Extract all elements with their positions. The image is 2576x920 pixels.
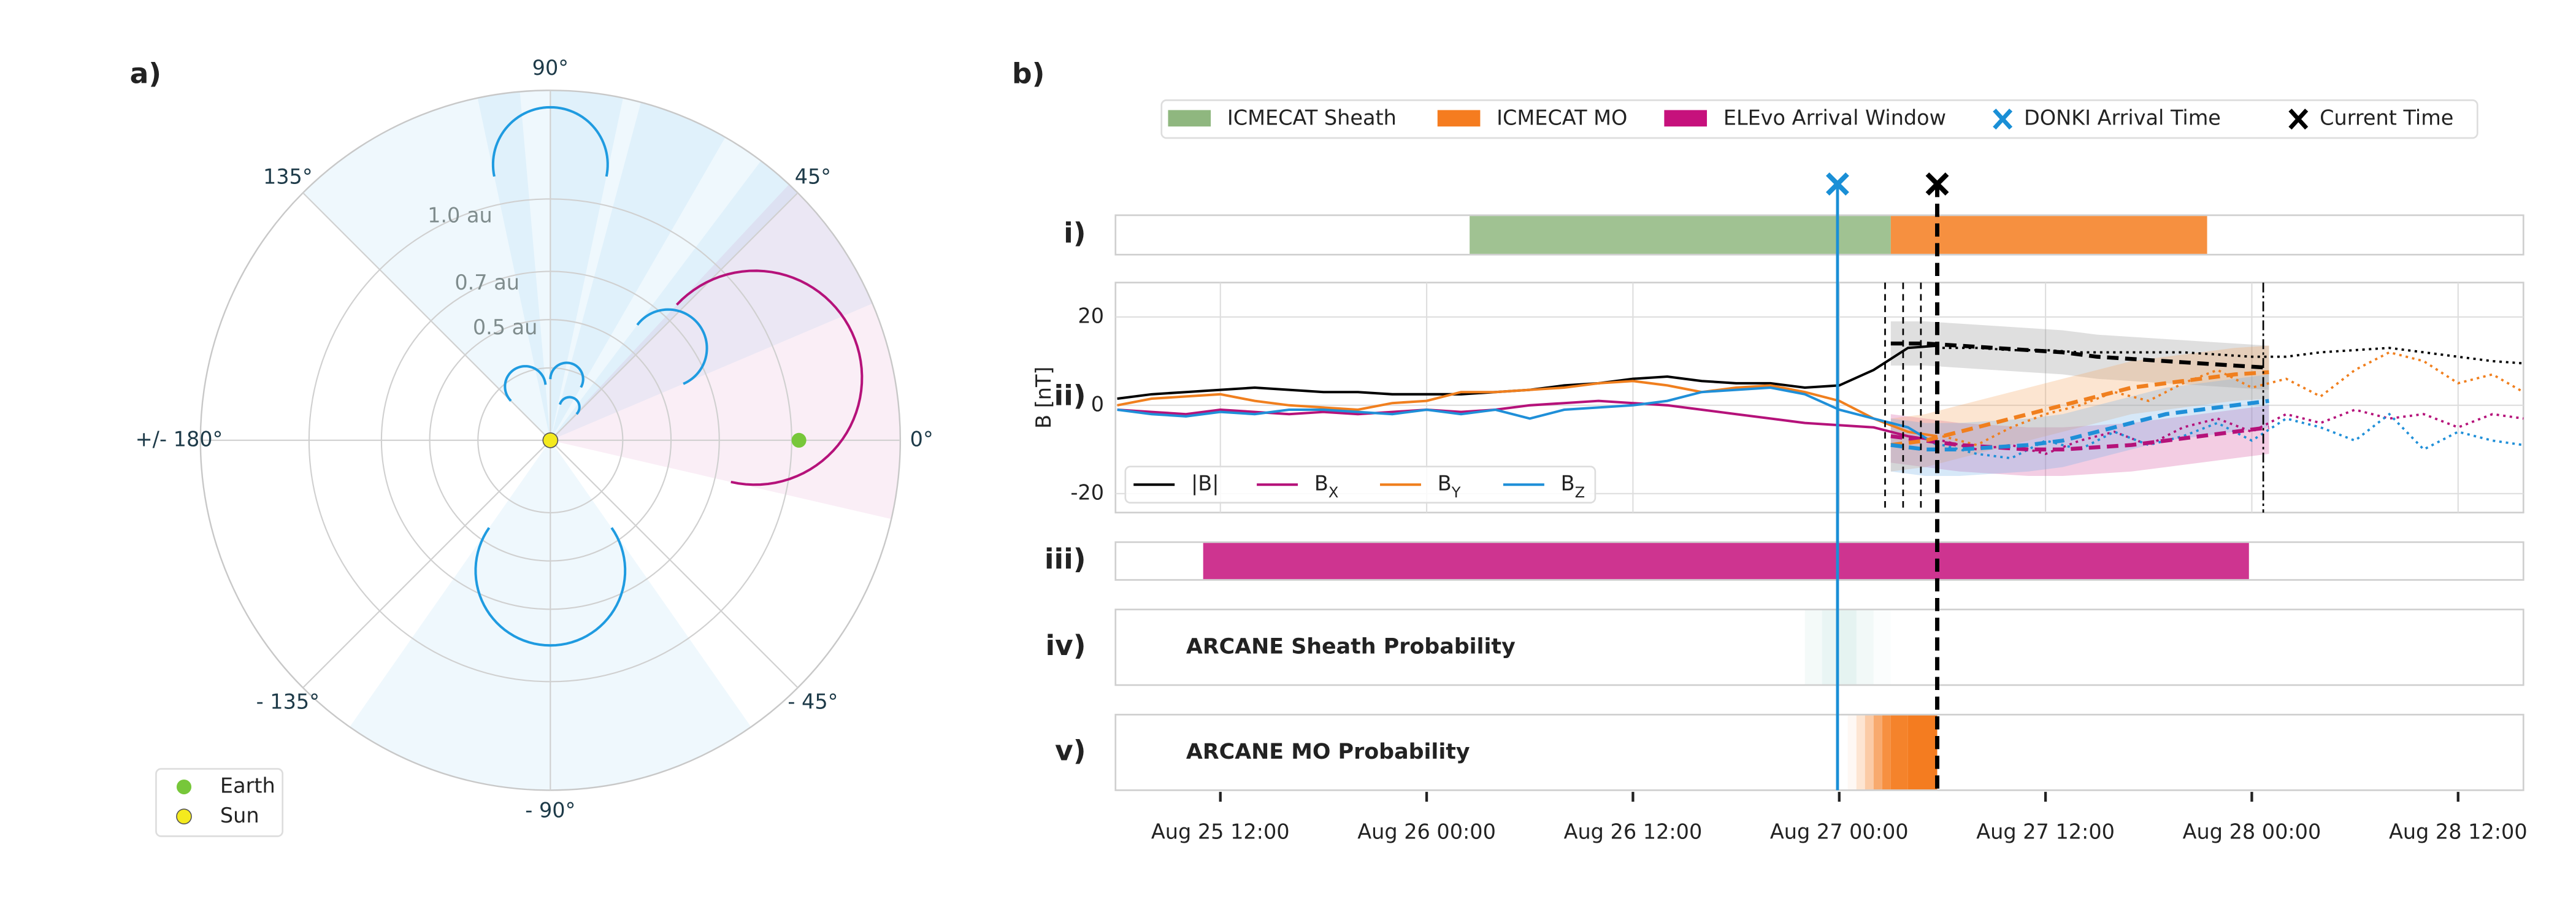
x-tick-label: Aug 27 12:00	[1976, 820, 2115, 844]
row-label: iv)	[1045, 629, 1086, 662]
probability-cell	[1856, 610, 1874, 684]
probability-cell	[1804, 610, 1822, 684]
forecast-line	[1890, 425, 2269, 452]
row-label: ii)	[1054, 380, 1086, 412]
legend-swatch	[176, 808, 192, 825]
legend-label: ELEvo Arrival Window	[1723, 106, 1946, 130]
legend-swatch	[1437, 110, 1481, 127]
theta-tick-label: - 45°	[788, 689, 838, 713]
forecast-band	[1890, 405, 2269, 476]
x-tick-label: Aug 28 00:00	[2183, 820, 2321, 844]
row-title: ARCANE MO Probability	[1186, 740, 1470, 764]
legend-label: Earth	[220, 774, 275, 798]
probability-cell	[1907, 715, 1938, 790]
x-tick-label: Aug 27 00:00	[1770, 820, 1909, 844]
probability-cell	[1865, 715, 1874, 790]
cme-wedge	[302, 91, 551, 440]
theta-tick-label: 135°	[263, 164, 313, 188]
probability-cell	[1890, 715, 1908, 790]
b-legend-box	[1124, 466, 1597, 504]
marker-cross	[1925, 172, 1949, 196]
cme-wedge	[550, 102, 798, 440]
probability-cell	[1839, 610, 1857, 684]
polar-grid-spoke	[302, 440, 551, 689]
later-line	[1942, 408, 2524, 455]
probability-cell	[1856, 715, 1865, 790]
cme-front	[675, 269, 864, 486]
cme-front	[549, 361, 585, 388]
polar-grid-spoke	[550, 192, 799, 441]
event-span	[1890, 216, 2207, 254]
observed-line	[1117, 399, 1938, 442]
cme-front	[504, 365, 547, 402]
row-label: i)	[1064, 217, 1086, 250]
probability-cell	[1882, 715, 1891, 790]
panel-label: a)	[130, 58, 162, 90]
row-label: v)	[1055, 734, 1086, 767]
polar-grid-spoke	[550, 440, 799, 689]
legend-swatch	[1168, 110, 1211, 127]
legend-swatch	[2288, 109, 2309, 130]
legend-label: Sun	[220, 803, 259, 827]
theta-tick-label: 90°	[532, 56, 569, 80]
observed-line	[1117, 386, 1938, 447]
cme-front	[474, 527, 627, 647]
r-tick-label: 0.7 au	[454, 270, 519, 294]
body-1	[542, 432, 559, 448]
forecast-band	[1890, 345, 2269, 472]
probability-cell	[1874, 610, 1891, 684]
theta-tick-label: 0°	[910, 427, 933, 451]
row-frame	[1114, 713, 2524, 791]
top-legend-box	[1160, 99, 2478, 139]
cme-wedge	[550, 161, 873, 440]
event-span	[1470, 216, 1891, 254]
cme-front	[636, 308, 708, 385]
forecast-line	[1890, 370, 2269, 447]
legend-swatch	[1664, 110, 1708, 127]
legend-label: ICMECAT MO	[1497, 106, 1627, 130]
legend-label: |B|	[1191, 472, 1219, 496]
y-axis-label: B [nT]	[1032, 367, 1056, 429]
observed-line	[1117, 380, 1938, 438]
legend-swatch	[176, 779, 192, 795]
row-label: iii)	[1045, 543, 1086, 575]
y-tick-label: 20	[1078, 304, 1104, 328]
forecast-line	[1890, 399, 2269, 452]
x-tick-label: Aug 28 12:00	[2389, 820, 2528, 844]
theta-tick-label: - 90°	[525, 799, 575, 822]
x-tick-label: Aug 25 12:00	[1151, 820, 1290, 844]
x-tick-label: Aug 26 00:00	[1357, 820, 1496, 844]
event-span	[1203, 543, 2249, 580]
legend-label: DONKI Arrival Time	[2024, 106, 2221, 130]
cme-front	[559, 396, 581, 415]
legend-label: Current Time	[2320, 106, 2453, 130]
theta-tick-label: 45°	[795, 164, 831, 188]
probability-cell	[1873, 715, 1882, 790]
forecast-line	[1890, 341, 2269, 370]
row-frame	[1114, 608, 2524, 686]
body-0	[791, 432, 807, 448]
forecast-band	[1890, 374, 2269, 476]
cme-wedge	[550, 184, 900, 519]
r-tick-label: 0.5 au	[473, 315, 538, 339]
marker-cross	[1826, 172, 1849, 196]
legend-swatch	[1993, 109, 2013, 130]
later-line	[1942, 347, 2524, 365]
y-tick-label: -20	[1070, 480, 1104, 504]
cme-wedge	[550, 90, 726, 440]
theta-tick-label: +/- 180°	[136, 427, 223, 451]
legend-label: ICMECAT Sheath	[1227, 106, 1397, 130]
cme-front	[491, 105, 609, 177]
y-tick-label: 0	[1091, 392, 1104, 416]
theta-tick-label: - 135°	[256, 689, 320, 713]
r-tick-label: 1.0 au	[427, 204, 493, 228]
row-title: ARCANE Sheath Probability	[1186, 634, 1516, 659]
panel-label: b)	[1012, 58, 1045, 90]
probability-cell	[1847, 715, 1857, 790]
x-tick-label: Aug 26 12:00	[1564, 820, 1703, 844]
